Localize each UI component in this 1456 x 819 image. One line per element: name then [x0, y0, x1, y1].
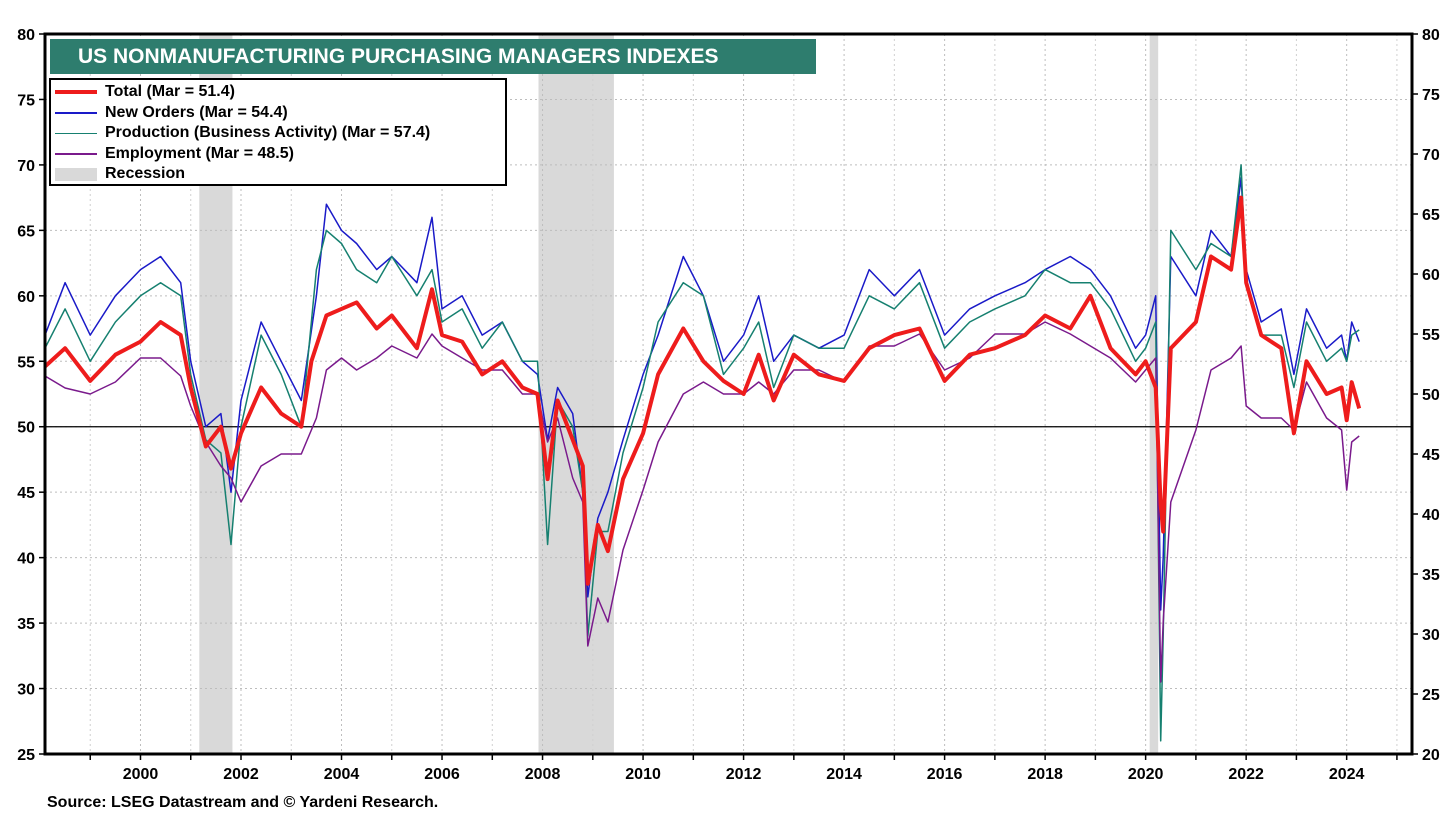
y-left-tick-label: 40: [17, 551, 35, 568]
y-right-tick-label: 70: [1422, 147, 1440, 164]
legend-swatch-employment: [55, 153, 97, 155]
legend-item-new-orders: New Orders (Mar = 54.4): [51, 103, 505, 124]
series-line-production-business-activity: [44, 164, 1360, 742]
chart-title: US NONMANUFACTURING PURCHASING MANAGERS …: [50, 39, 816, 74]
x-tick-label: 2010: [625, 766, 661, 783]
x-tick-label: 2000: [123, 766, 159, 783]
legend-item-employment: Employment (Mar = 48.5): [51, 144, 505, 165]
legend: Total (Mar = 51.4) New Orders (Mar = 54.…: [49, 78, 507, 186]
legend-label-recession: Recession: [105, 165, 186, 183]
legend-label-production: Production (Business Activity) (Mar = 57…: [105, 124, 431, 142]
x-tick-label: 2024: [1329, 766, 1365, 783]
legend-label-new-orders: New Orders (Mar = 54.4): [105, 103, 288, 121]
source-note: Source: LSEG Datastream and © Yardeni Re…: [47, 794, 439, 811]
y-right-tick-label: 55: [1422, 327, 1440, 344]
y-right-tick-label: 45: [1422, 447, 1440, 464]
y-right-tick-label: 20: [1422, 747, 1440, 764]
x-tick-label: 2018: [1027, 766, 1063, 783]
legend-label-employment: Employment (Mar = 48.5): [105, 144, 294, 162]
y-right-tick-label: 25: [1422, 687, 1440, 704]
y-left-tick-label: 60: [17, 289, 35, 306]
y-right-tick-label: 65: [1422, 207, 1440, 224]
y-right-tick-label: 50: [1422, 387, 1440, 404]
legend-swatch-total: [55, 90, 97, 95]
series-line-total: [43, 195, 1362, 586]
x-tick-label: 2016: [927, 766, 963, 783]
series-line-employment: [44, 321, 1360, 683]
y-left-tick-label: 75: [17, 92, 35, 109]
x-tick-label: 2004: [324, 766, 360, 783]
x-tick-label: 2022: [1228, 766, 1264, 783]
y-left-tick-label: 55: [17, 354, 35, 371]
y-left-tick-label: 30: [17, 682, 35, 699]
legend-swatch-recession: [55, 167, 97, 181]
recession-band-1: [538, 34, 614, 754]
x-tick-label: 2020: [1128, 766, 1164, 783]
legend-swatch-new-orders: [55, 112, 97, 114]
y-left-tick-label: 80: [17, 27, 35, 44]
x-tick-label: 2002: [223, 766, 259, 783]
x-tick-label: 2012: [726, 766, 762, 783]
legend-item-total: Total (Mar = 51.4): [51, 82, 505, 103]
y-left-tick-label: 45: [17, 485, 35, 502]
x-tick-label: 2006: [424, 766, 460, 783]
y-right-tick-label: 75: [1422, 87, 1440, 104]
y-left-tick-label: 65: [17, 223, 35, 240]
y-right-tick-label: 80: [1422, 27, 1440, 44]
y-right-tick-label: 30: [1422, 627, 1440, 644]
x-tick-label: 2014: [826, 766, 862, 783]
series-line-new-orders: [44, 177, 1360, 611]
legend-swatch-production: [55, 132, 97, 134]
y-right-tick-label: 40: [1422, 507, 1440, 524]
legend-item-production: Production (Business Activity) (Mar = 57…: [51, 123, 505, 144]
legend-item-recession: Recession: [51, 164, 505, 185]
y-left-tick-label: 70: [17, 158, 35, 175]
y-right-tick-label: 60: [1422, 267, 1440, 284]
y-left-tick-label: 25: [17, 747, 35, 764]
y-left-tick-label: 35: [17, 616, 35, 633]
recession-band-2: [1149, 34, 1159, 754]
legend-label-total: Total (Mar = 51.4): [105, 83, 235, 101]
y-left-tick-label: 50: [17, 420, 35, 437]
y-right-tick-label: 35: [1422, 567, 1440, 584]
x-tick-label: 2008: [525, 766, 561, 783]
